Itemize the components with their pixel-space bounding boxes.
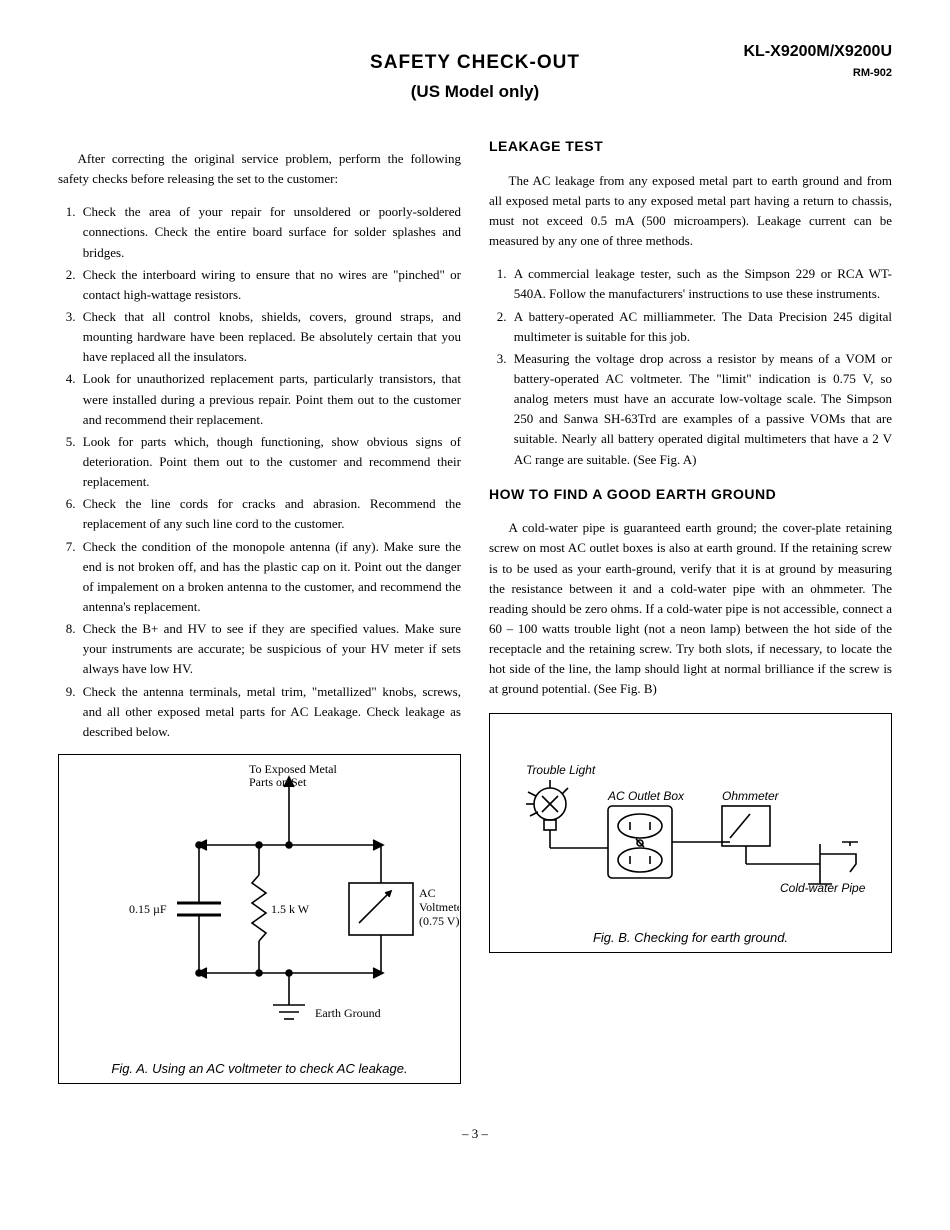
fig-a-label: Voltmeter [419, 900, 459, 914]
fig-a-label: (0.75 V) [419, 914, 459, 928]
list-item: A commercial leakage tester, such as the… [510, 264, 892, 304]
page-number: – 3 – [58, 1124, 892, 1144]
list-item: Check that all control knobs, shields, c… [79, 307, 461, 367]
earth-paragraph: A cold-water pipe is guaranteed earth gr… [489, 518, 892, 699]
list-item: Check the antenna terminals, metal trim,… [79, 682, 461, 742]
leakage-intro: The AC leakage from any exposed metal pa… [489, 171, 892, 252]
page-header: SAFETY CHECK-OUT (US Model only) KL-X920… [58, 48, 892, 118]
figure-a-box: To Exposed Metal Parts on Set 0.15 µF 1.… [58, 754, 461, 1084]
list-item: Check the condition of the monopole ante… [79, 537, 461, 618]
figure-a-caption: Fig. A. Using an AC voltmeter to check A… [59, 1055, 460, 1083]
list-item: A battery-operated AC milliammeter. The … [510, 307, 892, 347]
fig-b-label: AC Outlet Box [607, 789, 685, 803]
fig-a-label: To Exposed Metal [249, 762, 337, 776]
list-item: Measuring the voltage drop across a resi… [510, 349, 892, 470]
list-item: Look for unauthorized replacement parts,… [79, 369, 461, 429]
earth-heading: HOW TO FIND A GOOD EARTH GROUND [489, 484, 892, 506]
intro-paragraph: After correcting the original service pr… [58, 149, 461, 189]
figure-b-caption: Fig. B. Checking for earth ground. [490, 924, 891, 952]
figure-b-diagram: Trouble Light AC Outlet Box Ohmmeter Col… [490, 714, 890, 924]
body-columns: After correcting the original service pr… [58, 136, 892, 1084]
list-item: Look for parts which, though functioning… [79, 432, 461, 492]
page-subtitle: (US Model only) [58, 79, 892, 105]
leakage-methods-list: A commercial leakage tester, such as the… [489, 264, 892, 469]
fig-a-label: Parts on Set [249, 775, 307, 789]
fig-a-label: 0.15 µF [129, 902, 167, 916]
list-item: Check the B+ and HV to see if they are s… [79, 619, 461, 679]
fig-b-label: Ohmmeter [722, 789, 780, 803]
safety-check-list: Check the area of your repair for unsold… [58, 202, 461, 742]
model-number: KL-X9200M/X9200U [743, 40, 892, 65]
right-column: LEAKAGE TEST The AC leakage from any exp… [489, 136, 892, 1084]
fig-b-label: Cold-water Pipe [780, 881, 866, 895]
fig-b-label: Trouble Light [526, 763, 596, 777]
leakage-heading: LEAKAGE TEST [489, 136, 892, 158]
left-column: After correcting the original service pr… [58, 136, 461, 1084]
rm-number: RM-902 [743, 65, 892, 82]
fig-a-label: Earth Ground [315, 1006, 381, 1020]
model-box: KL-X9200M/X9200U RM-902 [743, 40, 892, 82]
fig-a-label: AC [419, 886, 436, 900]
figure-a-diagram: To Exposed Metal Parts on Set 0.15 µF 1.… [59, 755, 459, 1055]
figure-b-box: Trouble Light AC Outlet Box Ohmmeter Col… [489, 713, 892, 953]
list-item: Check the line cords for cracks and abra… [79, 494, 461, 534]
list-item: Check the area of your repair for unsold… [79, 202, 461, 262]
fig-a-label: 1.5 k W [271, 902, 310, 916]
list-item: Check the interboard wiring to ensure th… [79, 265, 461, 305]
